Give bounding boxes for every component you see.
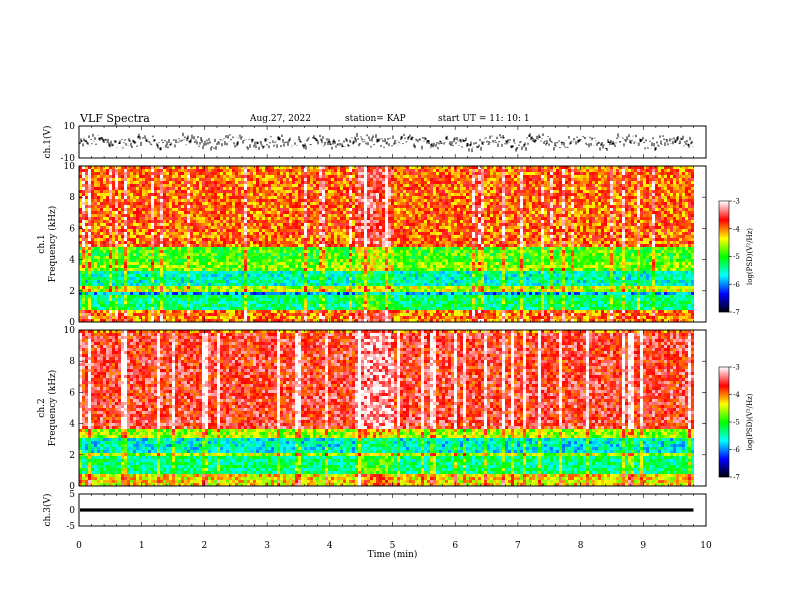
ch1-y-tick-label: 2	[69, 287, 75, 297]
x-tick-label: 7	[515, 541, 521, 551]
ch1-colorbar	[719, 201, 729, 313]
x-tick-label: 5	[390, 541, 396, 551]
ch2-y-tick-label: 8	[69, 357, 75, 367]
x-tick-label: 10	[700, 541, 712, 551]
ch1-colorbar-tick-label: -5	[733, 253, 740, 261]
x-tick-label: 1	[139, 541, 145, 551]
ch1-y-tick-label: 6	[69, 224, 75, 234]
x-tick-label: 8	[578, 541, 584, 551]
chart-start-time: start UT = 11: 10: 1	[438, 114, 530, 124]
x-tick-label: 4	[327, 541, 333, 551]
ch1-channel-label: ch.1	[37, 234, 47, 253]
ch3-y-axis-label: ch.3(V)	[42, 494, 53, 527]
ch2-colorbar	[719, 367, 729, 478]
x-tick-label: 2	[202, 541, 208, 551]
ch2-colorbar-label: log(PSD)(V²/Hz)	[746, 393, 754, 450]
ch2-y-tick-label: 6	[69, 388, 75, 398]
ch3-y-tick-label: 0	[69, 506, 75, 516]
ch1-y-tick-label: 10	[64, 122, 76, 132]
ch1-spectrogram-image	[79, 166, 694, 322]
ch2-spectrogram-image	[79, 330, 694, 486]
ch2-y-tick-label: 0	[69, 482, 75, 492]
ch2-y-tick-label: 2	[69, 451, 75, 461]
ch1-colorbar-label: log(PSD)(V²/Hz)	[746, 228, 754, 285]
ch1-colorbar-tick-label: -3	[733, 198, 740, 206]
x-tick-label: 6	[452, 541, 458, 551]
ch3-y-tick-label: 5	[69, 490, 75, 500]
ch1-colorbar-tick-label: -4	[733, 225, 740, 233]
ch2-colorbar-tick-label: -7	[733, 474, 740, 482]
ch2-colorbar-tick-label: -4	[733, 391, 740, 399]
ch1-colorbar-tick-label: -7	[733, 309, 740, 317]
ch3-waveform-line	[80, 508, 694, 512]
x-tick-label: 3	[264, 541, 270, 551]
ch1-y-tick-label: 0	[69, 318, 75, 328]
x-tick-label: 9	[640, 541, 646, 551]
ch2-colorbar-tick-label: -3	[733, 364, 740, 372]
x-axis-label: Time (min)	[368, 549, 418, 560]
ch2-y-axis-label: Frequency (kHz)	[47, 370, 58, 447]
ch1-waveform-frame	[78, 125, 707, 159]
ch2-colorbar-tick-label: -6	[733, 446, 740, 454]
ch3-y-tick-label: -5	[66, 522, 75, 532]
ch1-y-axis-label: ch.1(V)	[42, 126, 53, 159]
ch1-y-tick-label: 8	[69, 193, 75, 203]
ch1-colorbar-tick-label: -6	[733, 281, 740, 289]
ch2-channel-label: ch.2	[37, 398, 47, 417]
ch2-y-tick-label: 10	[64, 326, 76, 336]
ch1-y-tick-label: 10	[64, 162, 76, 172]
ch2-y-tick-label: 4	[69, 420, 75, 430]
ch1-waveform-line	[79, 132, 694, 153]
chart-station: station= KAP	[345, 114, 406, 124]
ch1-y-axis-label: Frequency (kHz)	[47, 206, 58, 283]
chart-title: VLF Spectra	[80, 112, 150, 125]
ch1-y-tick-label: -10	[61, 154, 76, 164]
ch1-y-tick-label: 4	[69, 256, 75, 266]
chart-date: Aug.27, 2022	[250, 114, 311, 124]
ch2-colorbar-tick-label: -5	[733, 419, 740, 427]
x-tick-label: 0	[76, 541, 82, 551]
